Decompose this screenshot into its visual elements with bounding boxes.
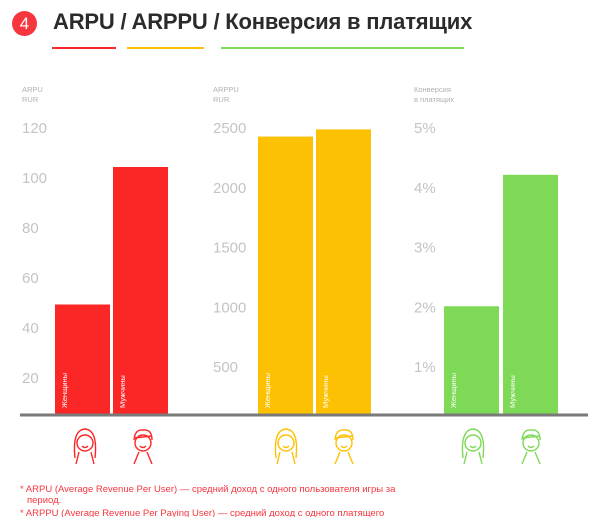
y-axis-label: ARPPU — [213, 85, 239, 94]
bar-category-label: Женщины — [60, 373, 69, 408]
shoulders — [75, 451, 95, 465]
tick-label: 4% — [414, 180, 436, 197]
tick-label: 1500 — [213, 240, 246, 257]
tick-label: 20 — [22, 370, 39, 387]
face — [464, 434, 482, 452]
bar-male — [316, 129, 371, 414]
conversion-underline — [221, 47, 464, 49]
bar-category-label: Женщины — [449, 373, 458, 408]
bar-male — [113, 167, 168, 414]
face — [76, 434, 94, 452]
tick-label: 2500 — [213, 120, 246, 137]
tick-label: 3% — [414, 240, 436, 257]
arppu-underline — [127, 47, 204, 49]
shoulders — [521, 451, 541, 465]
face — [277, 434, 295, 452]
title-sep: / — [213, 9, 220, 34]
tick-label: 100 — [22, 170, 47, 187]
y-axis-label: RUR — [22, 95, 39, 104]
smile — [527, 445, 535, 449]
face — [522, 434, 540, 452]
footnote-arpu: * ARPU (Average Revenue Per User) — сред… — [20, 484, 396, 506]
section-number-badge: 4 — [12, 11, 37, 36]
hair — [73, 428, 97, 459]
tick-label: 500 — [213, 359, 238, 376]
bar-female — [444, 306, 499, 414]
arpu-underline — [52, 47, 116, 49]
title-arpu: ARPU — [53, 9, 115, 34]
bar-category-label: Мужчины — [508, 375, 517, 408]
female-face-icon — [274, 428, 298, 465]
smile — [81, 445, 89, 449]
shoulders — [463, 451, 483, 465]
bar-category-label: Женщины — [263, 373, 272, 408]
bar-female — [55, 304, 110, 414]
smile — [282, 445, 290, 449]
male-face-icon — [133, 429, 153, 465]
tick-label: 80 — [22, 220, 39, 237]
tick-label: 2000 — [213, 180, 246, 197]
female-face-icon — [73, 428, 97, 465]
y-axis-label: ARPU — [22, 85, 43, 94]
page-title: ARPU / ARPPU / Конверсия в платящих — [53, 9, 472, 35]
bar-category-label: Мужчины — [118, 375, 127, 408]
tick-label: 60 — [22, 270, 39, 287]
bar-male — [503, 174, 558, 414]
tick-label: 40 — [22, 320, 39, 337]
smile — [469, 445, 477, 449]
tick-label: 120 — [22, 120, 47, 137]
bar-category-label: Мужчины — [321, 375, 330, 408]
smile — [139, 445, 147, 449]
male-face-icon — [521, 429, 541, 465]
shoulders — [334, 451, 354, 465]
title-arppu: ARPPU — [131, 9, 208, 34]
footnote-arppu: * ARPPU (Average Revenue Per Paying User… — [20, 508, 385, 517]
y-axis-label: RUR — [213, 95, 230, 104]
tick-label: 2% — [414, 299, 436, 316]
tick-label: 1000 — [213, 299, 246, 316]
tick-label: 5% — [414, 120, 436, 137]
hair — [461, 428, 485, 459]
male-face-icon — [334, 429, 354, 465]
tick-label: 1% — [414, 359, 436, 376]
face — [134, 434, 152, 452]
smile — [340, 445, 348, 449]
female-face-icon — [461, 428, 485, 465]
title-conversion: Конверсия в платящих — [225, 9, 473, 34]
shoulders — [276, 451, 296, 465]
y-axis-label: Конверсия — [414, 85, 451, 94]
title-sep: / — [120, 9, 127, 34]
footnotes: * ARPU (Average Revenue Per User) — сред… — [20, 484, 427, 517]
bar-female — [258, 136, 313, 414]
face — [335, 434, 353, 452]
shoulders — [133, 451, 153, 465]
y-axis-label: в платящих — [414, 95, 454, 104]
hair — [274, 428, 298, 459]
